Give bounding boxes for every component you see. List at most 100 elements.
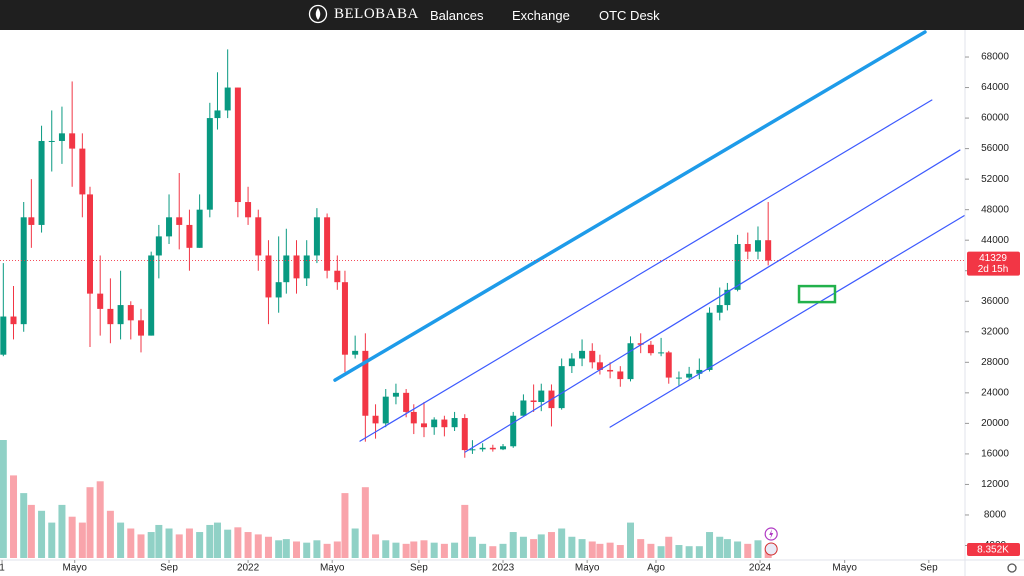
candle-body bbox=[176, 217, 183, 225]
volume-bar bbox=[224, 529, 232, 558]
candle-body bbox=[155, 236, 162, 256]
nav-link[interactable]: OTC Desk bbox=[599, 8, 660, 23]
candle-body bbox=[716, 305, 723, 313]
y-tick-label: 20000 bbox=[981, 418, 1009, 429]
volume-bar bbox=[96, 481, 104, 558]
x-tick-label: Mayo bbox=[320, 563, 345, 574]
candle-body bbox=[166, 217, 173, 237]
candle-body bbox=[568, 358, 575, 367]
logo-text: BELOBABA bbox=[334, 5, 419, 22]
x-tick-label: Sep bbox=[410, 563, 428, 574]
y-tick-label: 24000 bbox=[981, 387, 1009, 398]
volume-bar bbox=[20, 493, 28, 558]
volume-bar bbox=[596, 543, 604, 558]
volume-bar bbox=[117, 522, 125, 558]
candle-body bbox=[510, 415, 517, 447]
volume-bar bbox=[165, 528, 173, 558]
volume-bar bbox=[127, 528, 135, 558]
y-tick-label: 8000 bbox=[984, 510, 1007, 521]
candle-body bbox=[234, 87, 241, 203]
x-tick-label: Sep bbox=[920, 563, 938, 574]
candle-body bbox=[686, 373, 693, 378]
candle-body bbox=[283, 255, 290, 283]
candle-body bbox=[520, 400, 527, 416]
candle-body bbox=[303, 255, 310, 279]
x-tick-label: 2022 bbox=[237, 563, 260, 574]
candle-body bbox=[675, 377, 682, 379]
volume-bar bbox=[137, 534, 145, 558]
candle-body bbox=[479, 447, 486, 450]
volume-bar bbox=[392, 542, 400, 558]
candle-body bbox=[313, 217, 320, 256]
candle-body bbox=[665, 352, 672, 378]
candle-body bbox=[224, 87, 231, 111]
volume-bar bbox=[382, 540, 390, 558]
volume-bar bbox=[323, 543, 331, 558]
candle-body bbox=[362, 350, 369, 416]
candle-body bbox=[589, 350, 596, 363]
candle-body bbox=[127, 305, 134, 321]
volume-bar bbox=[499, 543, 507, 558]
volume-bar bbox=[106, 510, 114, 558]
event-icon-bolt bbox=[769, 529, 774, 539]
y-tick-label: 32000 bbox=[981, 326, 1009, 337]
candle-body bbox=[461, 418, 468, 451]
candle-body bbox=[186, 224, 193, 248]
candle-body bbox=[382, 396, 389, 424]
y-tick-label: 16000 bbox=[981, 449, 1009, 460]
x-tick-label: 2024 bbox=[749, 563, 772, 574]
volume-label-box bbox=[967, 543, 1020, 556]
volume-bar bbox=[341, 493, 349, 558]
volume-bar bbox=[568, 536, 576, 558]
candle-body bbox=[58, 133, 65, 141]
x-tick-label: Sep bbox=[160, 563, 178, 574]
volume-bar bbox=[716, 536, 724, 558]
volume-bar bbox=[264, 536, 272, 558]
price-label-box bbox=[967, 251, 1020, 276]
candle-body bbox=[48, 140, 55, 142]
candle-body bbox=[117, 305, 124, 325]
y-tick-label: 68000 bbox=[981, 52, 1009, 63]
target-zone bbox=[797, 284, 837, 304]
candle-body bbox=[28, 217, 35, 225]
volume-bar bbox=[647, 543, 655, 558]
candle-body bbox=[79, 148, 86, 195]
candle-body bbox=[206, 118, 213, 210]
volume-bar bbox=[351, 528, 359, 558]
candle-body bbox=[607, 369, 614, 372]
volume-bar bbox=[313, 540, 321, 558]
volume-bar bbox=[440, 543, 448, 558]
nav-link[interactable]: Balances bbox=[430, 8, 484, 23]
volume-bar bbox=[361, 487, 369, 558]
last-price-label: 41329 bbox=[979, 253, 1007, 264]
volume-bar bbox=[244, 532, 252, 558]
candle-body bbox=[627, 343, 634, 380]
volume-bar bbox=[213, 522, 221, 558]
volume-bar bbox=[303, 542, 311, 558]
volume-bar bbox=[665, 536, 673, 558]
volume-bar bbox=[58, 504, 66, 558]
candle-body bbox=[324, 217, 331, 271]
volume-bar bbox=[86, 487, 94, 558]
countdown: 2d 15h bbox=[978, 264, 1009, 275]
volume-bar bbox=[420, 540, 428, 558]
volume-bar bbox=[10, 475, 18, 558]
trendline bbox=[464, 149, 961, 453]
volume-bar bbox=[519, 536, 527, 558]
trendline bbox=[359, 99, 933, 442]
candle-body bbox=[214, 110, 221, 119]
trendline bbox=[333, 30, 927, 382]
logo[interactable]: BELOBABA bbox=[308, 4, 419, 24]
candle-body bbox=[647, 344, 654, 354]
candle-body bbox=[617, 371, 624, 380]
volume-bar bbox=[509, 532, 517, 558]
candle-body bbox=[275, 282, 282, 298]
volume-bar bbox=[685, 546, 693, 558]
y-tick-label: 56000 bbox=[981, 143, 1009, 154]
volume-bar bbox=[254, 534, 262, 558]
volume-bar bbox=[637, 539, 645, 558]
nav-link[interactable]: Exchange bbox=[512, 8, 570, 23]
volume-bar bbox=[196, 532, 204, 558]
volume-bar bbox=[547, 532, 555, 558]
candle-body bbox=[255, 217, 262, 256]
